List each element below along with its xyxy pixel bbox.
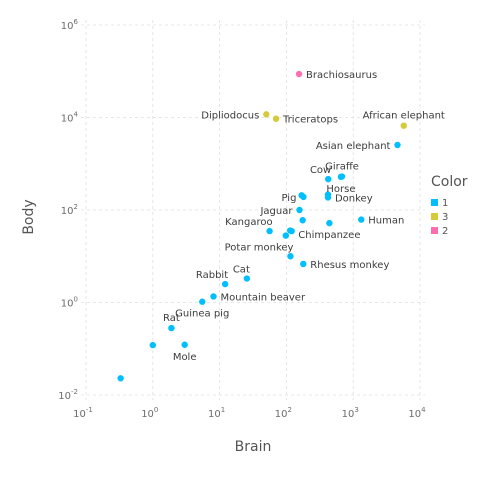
data-point — [149, 341, 156, 349]
x-tick-label: 103 — [342, 406, 359, 420]
label-giraffe: Giraffe — [325, 162, 359, 173]
label-kangaroo: Kangaroo — [225, 217, 272, 228]
point-dipliodocus — [263, 111, 270, 118]
point-mole — [181, 341, 188, 348]
x-axis-title: Brain — [235, 439, 272, 455]
y-tick-label: 100 — [61, 296, 78, 310]
label-cow: Cow — [310, 165, 331, 176]
data-point — [298, 192, 305, 199]
legend-swatch-3 — [431, 213, 438, 220]
label-asian-elephant: Asian elephant — [316, 141, 391, 152]
point-chimpanzee — [326, 219, 333, 227]
label-rat: Rat — [163, 313, 180, 324]
legend-label-2: 2 — [442, 226, 448, 237]
label-mole: Mole — [173, 352, 197, 363]
label-brachiosaurus: Brachiosaurus — [306, 70, 377, 81]
x-tick-label: 10-1 — [73, 406, 93, 420]
label-jaguar: Jaguar — [259, 206, 293, 217]
label-human: Human — [368, 216, 404, 227]
y-tick-label: 10-2 — [58, 388, 78, 402]
point-potar-monkey — [287, 253, 294, 260]
point-mountain-beaver — [210, 293, 217, 300]
point-kangaroo — [266, 227, 273, 235]
x-tick-label: 101 — [208, 406, 225, 420]
label-cat: Cat — [233, 265, 250, 276]
point-triceratops — [272, 115, 280, 122]
legend-swatch-1 — [431, 199, 438, 206]
data-point — [117, 375, 124, 382]
point-horse — [337, 173, 345, 181]
label-guinea-pig: Guinea pig — [175, 309, 229, 320]
data-points — [117, 70, 407, 382]
legend-title: Color — [431, 174, 468, 190]
point-labels: Brachiosaurus Dipliodocus Triceratops Afric… — [163, 70, 445, 363]
label-horse: Horse — [326, 184, 355, 195]
x-tick-label: 104 — [408, 406, 426, 420]
data-point — [324, 191, 332, 198]
legend-swatch-2 — [431, 227, 438, 234]
point-human — [358, 216, 365, 223]
point-rabbit — [221, 280, 229, 288]
point-african-elephant — [400, 122, 407, 129]
label-dipliodocus: Dipliodocus — [201, 110, 259, 121]
label-triceratops: Triceratops — [282, 115, 338, 126]
label-potar-monkey: Potar monkey — [225, 242, 294, 253]
data-point — [299, 217, 306, 224]
point-asian-elephant — [394, 141, 401, 149]
x-tick-label: 100 — [141, 406, 158, 420]
y-tick-label: 102 — [61, 203, 78, 217]
point-cat — [243, 275, 251, 282]
label-rabbit: Rabbit — [196, 270, 228, 281]
x-tick-label: 102 — [275, 406, 292, 420]
label-mountain-beaver: Mountain beaver — [220, 292, 305, 303]
label-pig: Pig — [282, 193, 297, 204]
point-guinea-pig — [199, 298, 206, 305]
label-rhesus-monkey: Rhesus monkey — [310, 260, 389, 271]
point-jaguar — [296, 206, 303, 214]
legend-label-3: 3 — [442, 212, 448, 223]
legend-label-1: 1 — [442, 198, 448, 209]
point-rat — [168, 324, 175, 332]
label-donkey: Donkey — [335, 193, 373, 204]
point-rhesus-monkey — [300, 260, 307, 268]
point-cow — [325, 175, 332, 183]
label-chimpanzee: Chimpanzee — [298, 230, 360, 241]
data-point — [288, 227, 295, 235]
y-tick-label: 104 — [61, 111, 79, 125]
data-point — [282, 232, 290, 239]
legend: Color 1 3 2 — [431, 174, 468, 237]
y-axis-title: Body — [21, 199, 37, 234]
y-tick-label: 106 — [61, 18, 79, 32]
point-brachiosaurus — [295, 70, 303, 78]
label-african-elephant: African elephant — [363, 111, 445, 122]
